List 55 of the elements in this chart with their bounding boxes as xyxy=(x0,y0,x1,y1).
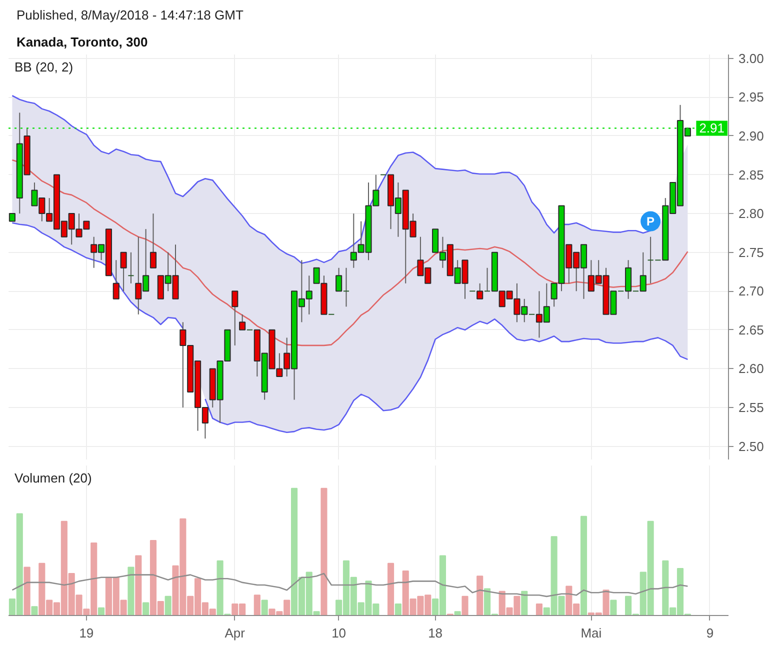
y-tick-label: 2.50 xyxy=(738,438,764,454)
annotation: BB (20, 2) xyxy=(14,60,74,74)
candlestick xyxy=(476,282,484,300)
y-tick-label: 2.80 xyxy=(738,206,764,222)
y-tick-label: 2.60 xyxy=(738,361,764,376)
y-tick-label: 2.90 xyxy=(738,128,764,144)
bar xyxy=(98,607,105,616)
chart-title: Kanada, Toronto, 300 xyxy=(16,34,148,50)
bar xyxy=(135,555,142,616)
bar xyxy=(320,488,328,616)
y-tick-label: 2.85 xyxy=(738,167,764,182)
candlestick xyxy=(640,252,646,292)
bar xyxy=(536,604,543,616)
bar xyxy=(476,576,484,616)
line-series xyxy=(12,159,688,346)
series-label: P xyxy=(646,214,655,228)
bar xyxy=(31,606,38,616)
y-tick-label: 2.95 xyxy=(738,90,764,105)
y-tick-label: 3.00 xyxy=(738,50,764,66)
candlestick xyxy=(150,213,157,268)
text: Volumen (20) xyxy=(14,470,92,486)
bar xyxy=(580,516,588,616)
x-tick-label: 10 xyxy=(332,626,346,640)
x-tick-label: Apr xyxy=(224,626,246,640)
bar xyxy=(254,594,260,616)
x-tick-label: Mai xyxy=(580,626,602,640)
y-tick-label: 2.70 xyxy=(738,284,764,299)
x-tick-label: 19 xyxy=(79,626,94,640)
y-tick-label: 2.55 xyxy=(738,400,764,416)
candlestick xyxy=(484,267,491,292)
candlestick xyxy=(232,290,238,346)
x-tick-label: 9 xyxy=(706,626,714,640)
candlestick xyxy=(120,252,127,292)
bar xyxy=(387,562,394,616)
bar xyxy=(521,590,528,616)
bar xyxy=(24,566,30,616)
bar xyxy=(394,604,402,616)
ref-line-label: 2.91 xyxy=(699,120,725,136)
text: Published, 8/May/2018 - 14:47:18 GMT xyxy=(16,8,244,22)
y-tick-label: 2.75 xyxy=(738,244,764,260)
candlestick xyxy=(336,267,342,292)
candlestick xyxy=(625,260,632,300)
candlestick xyxy=(239,314,246,330)
candlestick xyxy=(128,252,134,284)
x-tick-label: 18 xyxy=(428,626,443,640)
candlestick xyxy=(342,267,350,308)
bar xyxy=(164,596,172,616)
bar xyxy=(462,596,468,616)
bar xyxy=(610,600,617,616)
y-tick-label: 2.65 xyxy=(738,322,764,338)
bar xyxy=(128,566,134,616)
bar xyxy=(454,611,461,616)
bar xyxy=(261,600,268,616)
candlestick xyxy=(112,260,120,300)
bar xyxy=(142,602,150,616)
